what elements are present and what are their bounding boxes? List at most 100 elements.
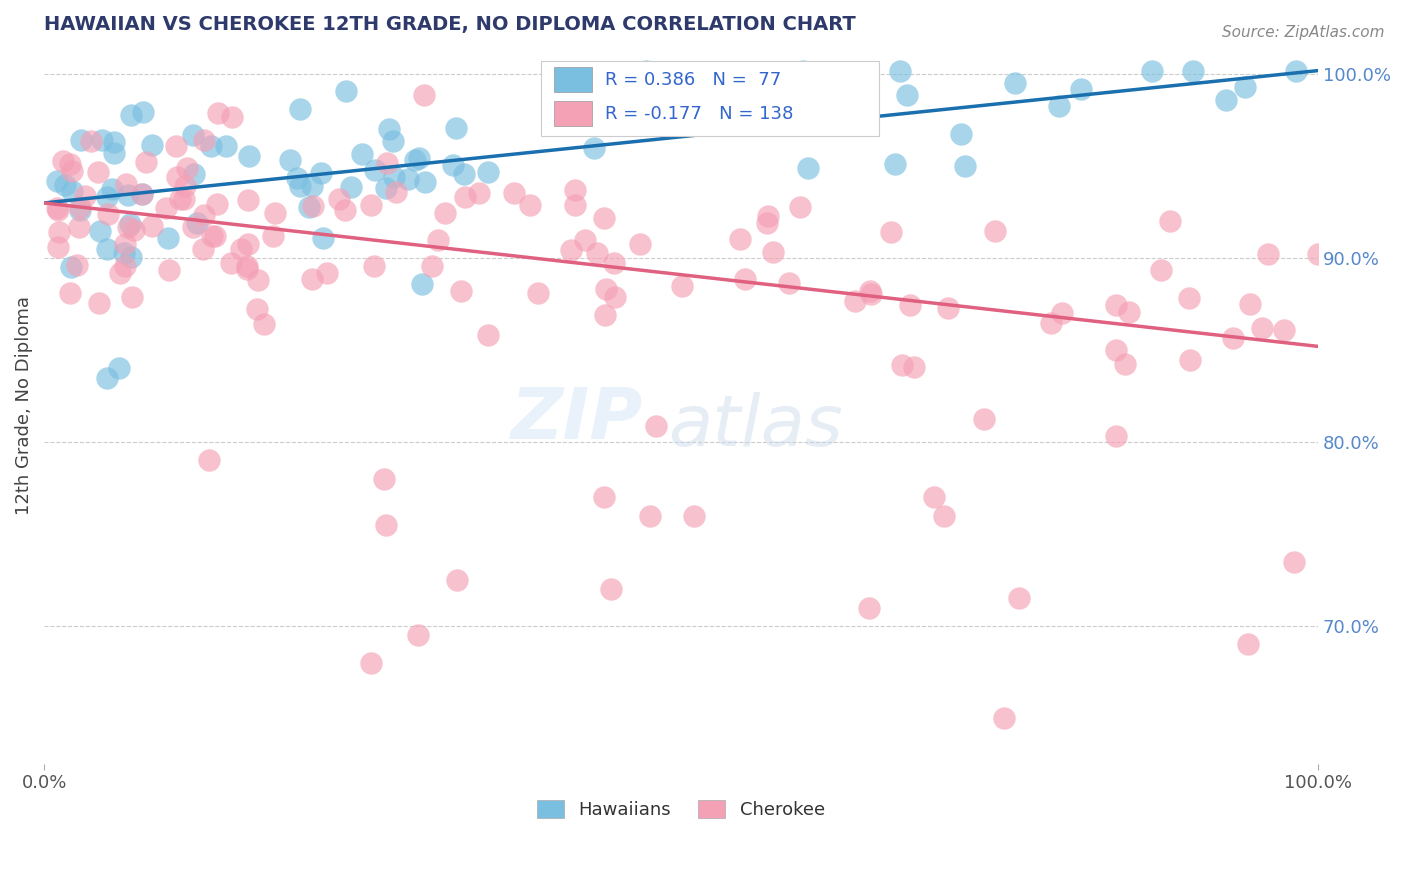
Point — [413, 175, 436, 189]
Point — [103, 135, 125, 149]
Point — [953, 159, 976, 173]
Point — [740, 84, 762, 98]
Point — [96, 190, 118, 204]
Point — [671, 278, 693, 293]
Legend: Hawaiians, Cherokee: Hawaiians, Cherokee — [530, 793, 832, 827]
Point — [69, 200, 91, 214]
Point — [103, 145, 125, 160]
Point — [364, 163, 387, 178]
Point — [1070, 81, 1092, 95]
Point — [426, 233, 449, 247]
Point — [236, 237, 259, 252]
Point — [96, 370, 118, 384]
Point — [45, 201, 67, 215]
Point — [67, 220, 90, 235]
Point — [375, 180, 398, 194]
Point — [108, 266, 131, 280]
Point — [645, 419, 668, 434]
Point — [404, 153, 426, 167]
Point — [360, 197, 382, 211]
Point — [1251, 321, 1274, 335]
Point — [87, 296, 110, 310]
Text: ZIP: ZIP — [510, 385, 643, 454]
Point — [880, 225, 903, 239]
Point — [59, 260, 82, 274]
Point — [46, 202, 69, 217]
Point — [205, 197, 228, 211]
Point — [385, 185, 408, 199]
Point — [592, 490, 614, 504]
Point — [1233, 80, 1256, 95]
Y-axis label: 12th Grade, No Diploma: 12th Grade, No Diploma — [15, 296, 32, 515]
Point — [204, 229, 226, 244]
Point — [1150, 262, 1173, 277]
Point — [201, 229, 224, 244]
Point — [922, 490, 945, 504]
Point — [59, 286, 82, 301]
Point — [375, 156, 398, 170]
Point — [166, 170, 188, 185]
FancyBboxPatch shape — [541, 61, 879, 136]
Point — [339, 180, 361, 194]
Point — [169, 192, 191, 206]
Point — [683, 508, 706, 523]
Point — [454, 189, 477, 203]
Point — [993, 711, 1015, 725]
Point — [1104, 298, 1126, 312]
Point — [101, 182, 124, 196]
Point — [433, 205, 456, 219]
Point — [238, 149, 260, 163]
Point — [191, 243, 214, 257]
Text: HAWAIIAN VS CHEROKEE 12TH GRADE, NO DIPLOMA CORRELATION CHART: HAWAIIAN VS CHEROKEE 12TH GRADE, NO DIPL… — [44, 15, 856, 34]
Point — [375, 517, 398, 532]
Point — [86, 165, 108, 179]
Point — [246, 302, 269, 317]
Point — [335, 84, 357, 98]
Point — [628, 237, 651, 252]
Point — [62, 184, 84, 198]
Point — [122, 223, 145, 237]
Point — [1306, 247, 1329, 261]
Point — [141, 219, 163, 233]
Point — [48, 225, 70, 239]
Point — [792, 63, 814, 78]
Point — [564, 198, 586, 212]
Point — [1040, 316, 1063, 330]
Point — [519, 198, 541, 212]
Point — [789, 200, 811, 214]
Point — [69, 202, 91, 217]
Point — [120, 250, 142, 264]
Text: atlas: atlas — [668, 392, 844, 461]
Point — [115, 177, 138, 191]
Point — [564, 183, 586, 197]
Point — [309, 166, 332, 180]
Point — [1050, 306, 1073, 320]
Point — [450, 285, 472, 299]
Point — [938, 301, 960, 315]
Point — [638, 508, 661, 523]
Point — [73, 189, 96, 203]
Point — [352, 147, 374, 161]
Point — [181, 128, 204, 142]
Point — [121, 289, 143, 303]
Point — [301, 178, 323, 193]
Point — [420, 259, 443, 273]
Point — [413, 87, 436, 102]
Point — [665, 103, 688, 117]
Point — [183, 167, 205, 181]
Point — [302, 199, 325, 213]
Point — [96, 207, 118, 221]
Point — [333, 202, 356, 217]
Point — [155, 202, 177, 216]
Point — [526, 286, 548, 301]
Point — [884, 157, 907, 171]
Point — [586, 245, 609, 260]
Point — [298, 200, 321, 214]
Point — [1140, 63, 1163, 78]
Point — [560, 244, 582, 258]
Point — [574, 233, 596, 247]
Point — [96, 242, 118, 256]
Text: Source: ZipAtlas.com: Source: ZipAtlas.com — [1222, 25, 1385, 40]
Point — [770, 111, 793, 125]
Point — [132, 104, 155, 119]
